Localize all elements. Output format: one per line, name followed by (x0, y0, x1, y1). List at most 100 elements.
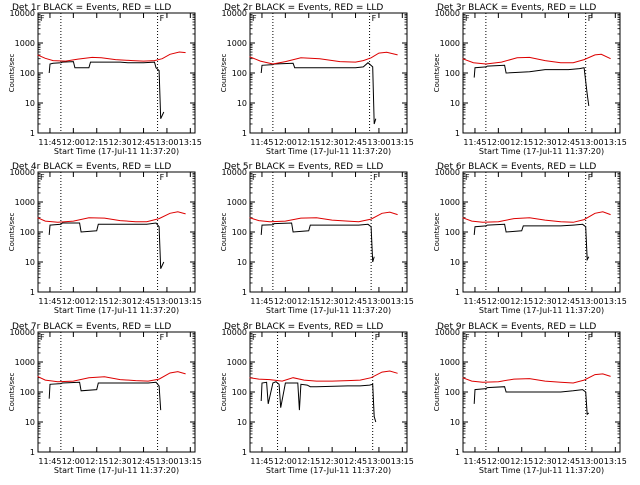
chart-panel-3: Det 3r BLACK = Events, RED = LLD 1 10 100 10… (433, 3, 627, 156)
x-tick-label: 13:15 (604, 297, 627, 306)
y-axis-label: Counts/sec (8, 54, 16, 93)
y-tick-label: 100 (20, 388, 35, 397)
x-tick-label: 11:45 (38, 457, 61, 466)
x-axis-label: Start Time (17-Jul-11 11:37:20) (54, 466, 179, 475)
x-tick-label: 12:15 (510, 457, 533, 466)
x-tick-label: 11:45 (463, 138, 486, 147)
y-tick-label: 1000 (15, 198, 35, 207)
chart-panel-6: Det 6r BLACK = Events, RED = LLD 1 10 100 10… (433, 162, 627, 315)
x-tick-label: 12:00 (487, 297, 510, 306)
chart-title: Det 1r BLACK = Events, RED = LLD (12, 3, 171, 13)
x-tick-label: 13:00 (367, 138, 390, 147)
x-tick-label: 12:45 (344, 138, 367, 147)
y-tick-label: 10 (25, 418, 35, 427)
corner-flag-left: F (40, 173, 45, 182)
x-axis-label: Start Time (17-Jul-11 11:37:20) (54, 147, 179, 156)
x-tick-label: 13:15 (179, 457, 202, 466)
x-tick-label: 13:00 (155, 138, 178, 147)
x-axis-label: Start Time (17-Jul-11 11:37:20) (479, 147, 604, 156)
chart-panel-9: Det 9r BLACK = Events, RED = LLD 1 10 100 10… (433, 322, 627, 475)
corner-flag-left: F (252, 173, 257, 182)
y-tick-label: 1 (242, 448, 247, 457)
x-tick-label: 13:15 (179, 297, 202, 306)
x-tick-label: 12:30 (109, 138, 132, 147)
x-axis-label: Start Time (17-Jul-11 11:37:20) (266, 466, 391, 475)
y-tick-label: 10000 (435, 168, 460, 177)
y-tick-label: 1 (242, 288, 247, 297)
y-tick-label: 100 (445, 388, 460, 397)
corner-flag-right: F (373, 173, 378, 182)
y-axis-label: Counts/sec (433, 54, 441, 93)
y-tick-label: 1 (30, 129, 35, 138)
chart-title: Det 8r BLACK = Events, RED = LLD (224, 322, 383, 332)
chart-title: Det 3r BLACK = Events, RED = LLD (437, 3, 596, 13)
x-tick-label: 12:45 (132, 138, 155, 147)
lld-series-line (37, 51, 186, 62)
corner-flag-right: F (372, 14, 377, 23)
x-tick-label: 12:15 (85, 457, 108, 466)
x-axis-label: Start Time (17-Jul-11 11:37:20) (479, 306, 604, 315)
x-tick-label: 12:15 (510, 138, 533, 147)
y-tick-label: 10000 (10, 168, 35, 177)
chart-title: Det 5r BLACK = Events, RED = LLD (224, 162, 383, 172)
corner-flag-left: F (465, 14, 470, 23)
plot-frame (249, 331, 408, 453)
events-series-line (473, 64, 590, 106)
y-tick-label: 1000 (15, 358, 35, 367)
chart-panel-2: Det 2r BLACK = Events, RED = LLD 1 10 100 10… (220, 3, 414, 156)
x-tick-label: 11:45 (463, 457, 486, 466)
chart-panel-5: Det 5r BLACK = Events, RED = LLD 1 10 100 10… (220, 162, 414, 315)
corner-flag-right: F (588, 14, 593, 23)
x-axis-label: Start Time (17-Jul-11 11:37:20) (479, 466, 604, 475)
x-tick-label: 12:00 (487, 138, 510, 147)
corner-flag-left: F (465, 173, 470, 182)
y-tick-label: 1000 (440, 39, 460, 48)
chart-panel-7: Det 7r BLACK = Events, RED = LLD 1 10 100 10… (8, 322, 202, 475)
lld-series-line (462, 373, 611, 384)
x-tick-label: 12:45 (557, 457, 580, 466)
events-series-line (48, 222, 165, 269)
plot-frame (462, 171, 621, 293)
x-tick-label: 13:00 (580, 297, 603, 306)
x-tick-label: 11:45 (250, 297, 273, 306)
y-tick-label: 1 (242, 129, 247, 138)
y-tick-label: 1 (455, 288, 460, 297)
plot-frame (249, 12, 408, 134)
x-tick-label: 12:30 (321, 138, 344, 147)
x-tick-label: 13:00 (155, 297, 178, 306)
x-tick-label: 12:45 (557, 297, 580, 306)
corner-flag-right: F (160, 173, 165, 182)
y-tick-label: 1 (455, 129, 460, 138)
x-tick-label: 12:30 (534, 138, 557, 147)
plot-frame (249, 171, 408, 293)
y-tick-label: 100 (445, 228, 460, 237)
corner-flag-left: F (465, 333, 470, 342)
corner-flag-right: F (588, 173, 593, 182)
lld-series-line (249, 211, 398, 223)
events-series-line (48, 61, 165, 119)
y-axis-label: Counts/sec (220, 373, 228, 412)
x-tick-label: 12:45 (344, 457, 367, 466)
events-series-line (260, 222, 375, 263)
x-tick-label: 13:15 (604, 457, 627, 466)
lld-series-line (462, 53, 611, 65)
x-tick-label: 12:45 (344, 297, 367, 306)
y-axis-label: Counts/sec (220, 213, 228, 252)
y-tick-label: 1000 (440, 358, 460, 367)
events-series-line (473, 223, 590, 262)
y-tick-label: 1000 (227, 39, 247, 48)
x-tick-label: 12:30 (534, 457, 557, 466)
x-tick-label: 12:00 (274, 138, 297, 147)
y-axis-label: Counts/sec (433, 373, 441, 412)
y-tick-label: 100 (445, 69, 460, 78)
x-tick-label: 11:45 (463, 297, 486, 306)
y-tick-label: 10 (237, 418, 247, 427)
y-tick-label: 10000 (435, 9, 460, 18)
x-tick-label: 13:00 (367, 297, 390, 306)
x-tick-label: 12:30 (109, 457, 132, 466)
events-series-line (260, 62, 377, 125)
plot-frame (37, 12, 196, 134)
x-tick-label: 11:45 (38, 297, 61, 306)
events-series-line (473, 386, 590, 416)
y-tick-label: 1 (30, 448, 35, 457)
